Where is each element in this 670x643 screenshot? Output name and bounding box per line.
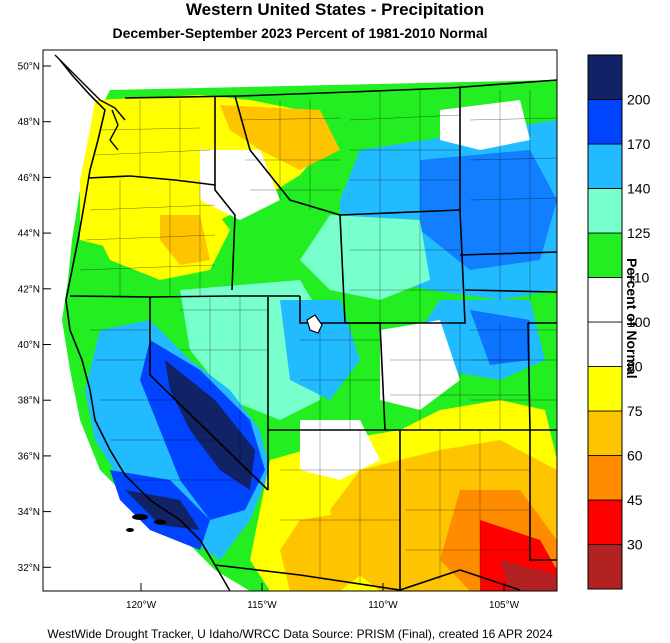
colorbar-label: 45 [627, 492, 643, 508]
lon-tick-label: 115°W [247, 600, 277, 611]
colorbar-bin [587, 455, 623, 501]
lat-tick-label: 50°N [18, 62, 40, 73]
colorbar-bin [587, 54, 623, 100]
colorbar-label: 100 [627, 314, 651, 330]
colorbar-label: 170 [627, 136, 651, 152]
lat-tick-label: 40°N [18, 340, 40, 351]
colorbar-bin [587, 99, 623, 145]
county-borders [79, 90, 558, 585]
state-borders [69, 79, 558, 591]
colorbar: 30 45 60 75 90 100 110 125 140 170 200 [587, 54, 651, 590]
colorbar-bin [587, 499, 623, 545]
map-frame [42, 49, 558, 592]
footer-credit: WestWide Drought Tracker, U Idaho/WRCC D… [47, 627, 553, 641]
colorbar-bin [587, 143, 623, 189]
colorbar-bin [587, 188, 623, 234]
precip-field [62, 80, 557, 591]
colorbar-label: 90 [627, 359, 643, 375]
lat-tick-label: 48°N [18, 117, 40, 128]
colorbar-bin [587, 410, 623, 456]
lat-tick-label: 34°N [18, 507, 40, 518]
colorbar-label: 200 [627, 92, 651, 108]
colorbar-bin [587, 544, 623, 590]
colorbar-label: 110 [627, 270, 650, 286]
colorbar-label: 75 [627, 403, 643, 419]
lon-tick-label: 110°W [368, 600, 398, 611]
lat-tick-label: 42°N [18, 284, 40, 295]
lon-tick-label: 120°W [126, 600, 157, 611]
coastline [59, 59, 231, 592]
colorbar-label: 60 [627, 448, 643, 464]
lat-tick-label: 32°N [18, 563, 40, 574]
lat-tick-label: 46°N [18, 173, 40, 184]
colorbar-label: 140 [627, 181, 651, 197]
colorbar-title: Percent of Normal [624, 258, 640, 379]
lat-tick-label: 38°N [18, 396, 40, 407]
longitude-axis: 120°W 115°W 110°W 105°W [126, 583, 520, 611]
lat-tick-label: 44°N [18, 229, 40, 240]
colorbar-bin [587, 232, 623, 278]
map-subtitle: December-September 2023 Percent of 1981-… [112, 25, 488, 41]
colorbar-label: 30 [627, 537, 643, 553]
latitude-axis: 50°N 48°N 46°N 44°N 42°N 40°N 38°N 36°N 34°N 32°N [18, 62, 51, 574]
colorbar-bin [587, 321, 623, 367]
map-title: Western United States - Precipitation [185, 0, 485, 19]
colorbar-bin [587, 277, 623, 323]
lat-tick-label: 36°N [18, 451, 40, 462]
colorbar-label: 125 [627, 225, 651, 241]
lon-tick-label: 105°W [489, 600, 520, 611]
great-salt-lake [306, 314, 323, 334]
colorbar-bin [587, 366, 623, 412]
